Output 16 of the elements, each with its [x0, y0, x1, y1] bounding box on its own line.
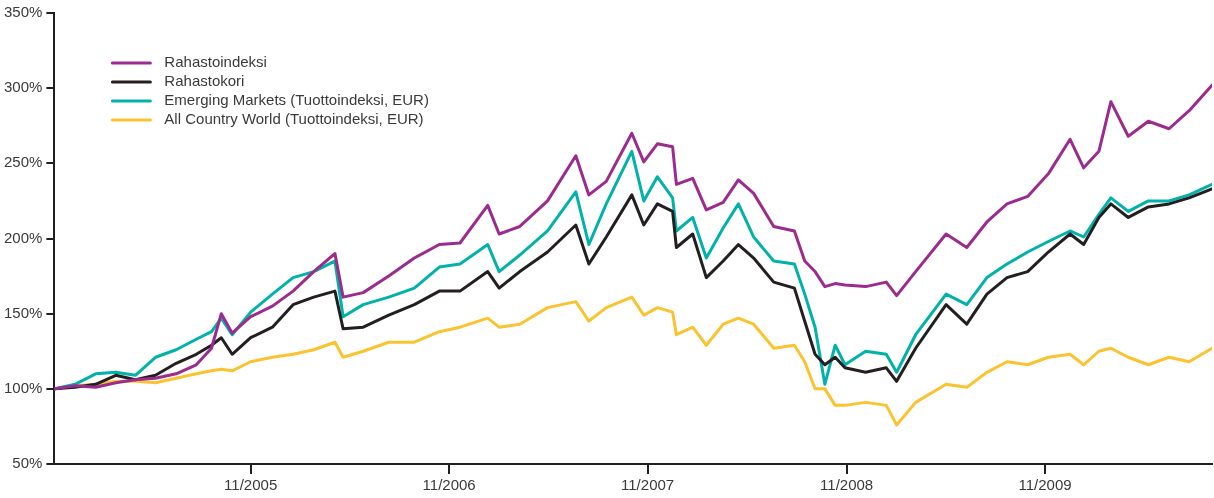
legend-label: All Country World (Tuottoindeksi, EUR)	[164, 110, 424, 128]
x-tick-label: 11/2008	[820, 476, 874, 494]
legend-label: Emerging Markets (Tuottoindeksi, EUR)	[164, 91, 429, 109]
y-tick-label: 350%	[3, 3, 43, 21]
x-tick-label: 11/2006	[422, 476, 476, 494]
x-tick-label: 11/2009	[1018, 476, 1072, 494]
legend-label: Rahastokori	[164, 72, 245, 90]
y-tick-label: 300%	[3, 78, 43, 96]
x-tick-label: 11/2005	[224, 476, 278, 494]
x-tick-label: 11/2007	[621, 476, 675, 494]
y-tick-label: 100%	[3, 378, 43, 396]
y-tick-label: 250%	[3, 153, 43, 171]
legend-label: Rahastoindeksi	[164, 53, 267, 71]
y-tick-label: 50%	[12, 454, 43, 472]
y-tick-label: 200%	[3, 228, 43, 246]
y-tick-label: 150%	[3, 303, 43, 321]
